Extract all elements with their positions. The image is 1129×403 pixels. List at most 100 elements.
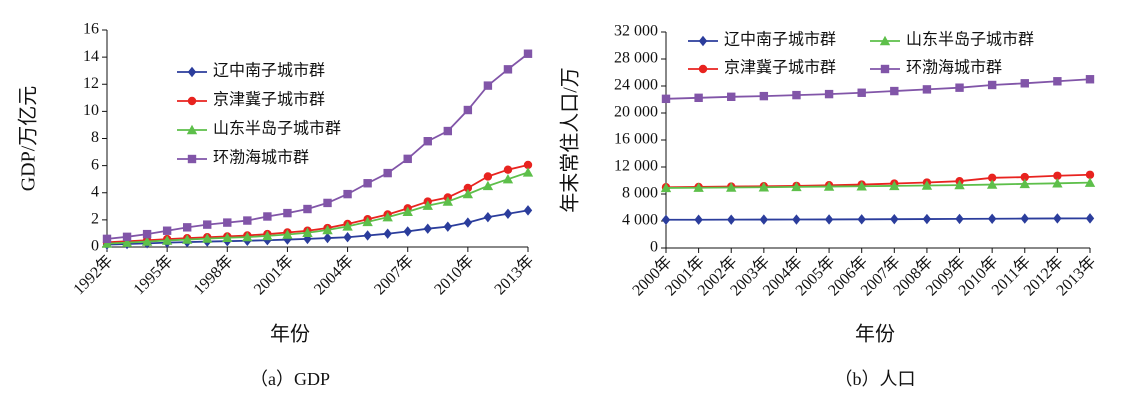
marker xyxy=(523,49,533,58)
marker xyxy=(890,86,899,96)
marker xyxy=(698,35,708,47)
marker xyxy=(187,154,197,164)
marker xyxy=(889,180,900,191)
marker xyxy=(1085,213,1095,224)
marker xyxy=(186,124,198,135)
marker xyxy=(243,216,252,225)
x-tick-label: 2013年 xyxy=(491,252,538,299)
marker xyxy=(342,221,353,231)
marker xyxy=(363,230,372,241)
marker xyxy=(879,35,891,46)
y-tick-label: 24 000 xyxy=(614,77,658,94)
marker xyxy=(482,180,494,191)
marker xyxy=(202,233,213,243)
series-line xyxy=(665,173,1091,189)
y-tick-label: 0 xyxy=(91,238,99,255)
legend-label: 环渤海城市群 xyxy=(906,59,1002,77)
x-tick-label: 1998年 xyxy=(190,252,237,299)
marker xyxy=(758,182,770,192)
marker xyxy=(726,182,737,192)
marker xyxy=(403,226,412,237)
marker xyxy=(242,231,253,242)
x-tick-label: 2001年 xyxy=(250,252,297,299)
marker xyxy=(443,221,453,232)
y-axis-label: 年末常住人口/万 xyxy=(559,67,582,213)
marker xyxy=(262,230,273,241)
marker xyxy=(182,223,192,232)
marker xyxy=(423,137,432,146)
marker xyxy=(463,183,473,193)
marker xyxy=(162,226,172,235)
marker xyxy=(1020,213,1029,224)
marker xyxy=(694,214,703,225)
series-line xyxy=(106,209,529,246)
legend-label: 京津冀子城市群 xyxy=(724,59,836,77)
marker xyxy=(101,238,113,248)
marker xyxy=(423,223,432,234)
marker xyxy=(121,237,133,247)
marker xyxy=(187,96,197,106)
legend-label: 京津冀子城市群 xyxy=(213,91,325,109)
y-tick-label: 12 000 xyxy=(614,158,658,175)
marker xyxy=(263,212,272,221)
y-tick-label: 28 000 xyxy=(614,50,658,67)
series-line xyxy=(665,217,1091,221)
marker xyxy=(503,165,513,174)
marker xyxy=(483,211,493,223)
marker xyxy=(222,232,233,242)
marker xyxy=(362,216,373,227)
marker xyxy=(1053,77,1062,86)
x-axis-label: 年份 xyxy=(855,323,895,346)
marker xyxy=(856,181,867,191)
marker xyxy=(921,180,933,190)
marker xyxy=(141,236,153,246)
legend-label: 辽中南子城市群 xyxy=(213,62,325,80)
marker xyxy=(323,232,332,244)
marker xyxy=(857,214,866,225)
x-tick-label: 1995年 xyxy=(130,252,177,299)
caption: （a）GDP xyxy=(250,369,330,389)
x-tick-label: 2004年 xyxy=(310,252,357,299)
y-tick-label: 6 xyxy=(91,156,99,173)
x-tick-label: 1992年 xyxy=(70,252,117,299)
y-tick-label: 10 xyxy=(83,102,99,119)
marker xyxy=(383,228,392,239)
marker xyxy=(759,214,769,225)
marker xyxy=(283,208,292,218)
marker xyxy=(181,234,193,244)
caption: （b）人口 xyxy=(835,369,916,389)
marker xyxy=(986,179,998,189)
marker xyxy=(890,213,899,225)
marker xyxy=(955,213,964,225)
marker xyxy=(857,88,866,97)
marker xyxy=(1020,172,1029,182)
marker xyxy=(443,126,453,136)
marker xyxy=(382,211,393,222)
marker xyxy=(187,66,197,78)
series-line xyxy=(106,171,529,245)
marker xyxy=(922,213,932,225)
marker xyxy=(463,217,473,228)
x-tick-label: 2007年 xyxy=(370,252,417,299)
marker xyxy=(343,232,352,243)
marker xyxy=(1052,178,1063,188)
marker xyxy=(987,173,997,182)
legend-label: 山东半岛子城市群 xyxy=(213,120,341,138)
series-line xyxy=(665,181,1091,189)
marker xyxy=(503,65,513,74)
marker xyxy=(523,160,533,170)
y-tick-label: 4 xyxy=(91,183,99,200)
marker xyxy=(522,167,534,177)
marker xyxy=(483,172,493,181)
marker xyxy=(694,93,703,103)
y-tick-label: 12 xyxy=(83,75,99,92)
marker xyxy=(922,85,932,94)
marker xyxy=(1020,79,1029,88)
marker xyxy=(442,196,454,206)
marker xyxy=(987,213,997,224)
series-line xyxy=(106,164,529,244)
marker xyxy=(323,198,332,208)
y-tick-label: 16 000 xyxy=(614,131,658,148)
marker xyxy=(823,181,835,191)
marker xyxy=(203,220,212,229)
